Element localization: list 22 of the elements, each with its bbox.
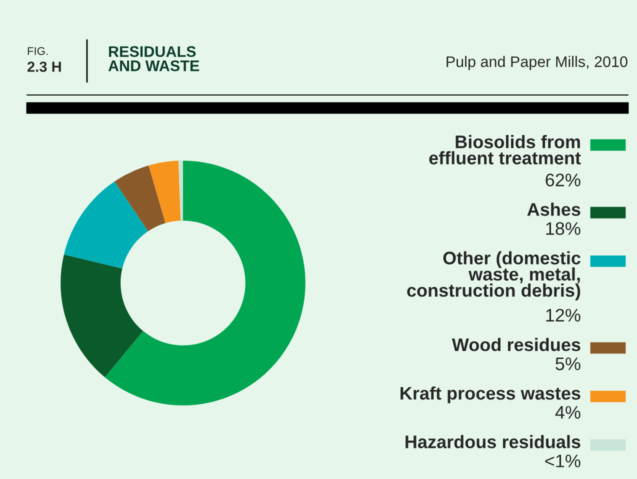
legend-label: Other (domestic waste, metal, construction debris) bbox=[407, 251, 580, 300]
donut-slice bbox=[178, 160, 183, 221]
data-label: <1% bbox=[545, 454, 580, 468]
text: 2.3 H bbox=[28, 62, 61, 72]
chart-subtitle: Pulp and Paper Mills, 2010 bbox=[446, 56, 628, 70]
legend-label: Biosolids from effluent treatment bbox=[429, 135, 581, 164]
donut-slice bbox=[64, 182, 148, 268]
legend-label: Kraft process wastes bbox=[400, 386, 580, 404]
data-label: 62% bbox=[546, 174, 580, 186]
donut-slice bbox=[114, 166, 166, 232]
data-label: 12% bbox=[546, 308, 580, 322]
donut-slice bbox=[104, 160, 306, 406]
data-label: 5% bbox=[556, 358, 580, 370]
legend-label: Wood residues bbox=[452, 338, 580, 352]
donut-slice bbox=[60, 254, 144, 378]
data-label: 18% bbox=[546, 222, 580, 235]
chart-title: RESIDUALS AND WASTE bbox=[108, 46, 200, 72]
data-label: 4% bbox=[555, 406, 580, 419]
legend-label: Hazardous residuals bbox=[406, 435, 580, 448]
donut-slice bbox=[148, 160, 181, 224]
text: FIG. bbox=[28, 47, 48, 55]
legend-label: Ashes bbox=[527, 202, 580, 216]
